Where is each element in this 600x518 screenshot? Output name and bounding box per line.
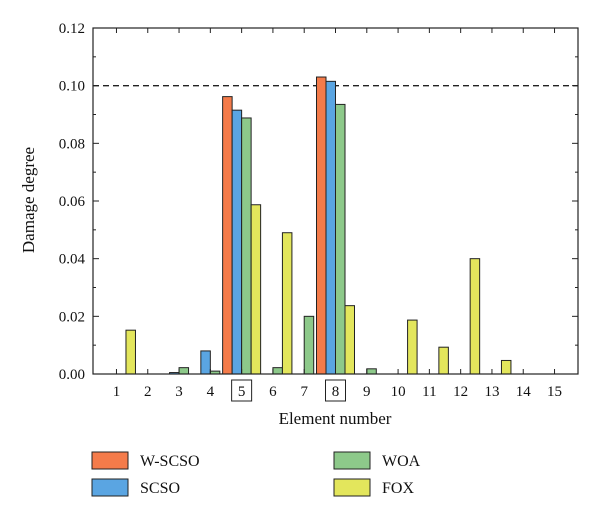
legend-swatch-fox: [333, 478, 371, 497]
x-tick-highlight-box-5: [231, 379, 253, 402]
bar-woa-element-6: [272, 367, 283, 375]
x-tick-highlight-box-8: [325, 379, 346, 402]
x-tick-label-3: 3: [175, 384, 183, 400]
axes: 0.000.020.040.060.080.100.121 2 3 4 5 6 7 8 9 10 1…: [59, 21, 579, 402]
legend-label-woa: WOA: [382, 453, 421, 470]
legend: W-SCSO SCSO WOA FOX: [91, 451, 421, 497]
legend-label-scso: SCSO: [140, 480, 180, 497]
bar-scso-element-5: [231, 109, 243, 375]
bar-fox-element-1: [125, 329, 136, 375]
x-tick-label-15: 15: [547, 384, 562, 400]
y-tick-label-0.12: 0.12: [59, 21, 85, 37]
x-tick-label-4: 4: [207, 384, 215, 400]
bar-w-scso-element-8: [316, 76, 327, 375]
bar-woa-element-7: [303, 315, 315, 375]
bar-woa-element-9: [366, 368, 377, 375]
x-axis-label: Element number: [279, 409, 392, 428]
bar-woa-element-8: [335, 103, 346, 375]
bar-fox-element-5: [250, 204, 262, 375]
y-tick-label-0.06: 0.06: [59, 194, 86, 210]
x-tick-label-14: 14: [516, 384, 532, 400]
bar-scso-element-4: [200, 350, 211, 375]
y-tick-label-0.00: 0.00: [59, 367, 85, 383]
x-tick-label-10: 10: [391, 384, 406, 400]
bar-fox-element-6: [281, 232, 293, 375]
x-tick-label-1: 1: [113, 384, 121, 400]
x-tick-label-11: 11: [422, 384, 436, 400]
x-tick-label-13: 13: [484, 384, 499, 400]
y-axis-label: Damage degree: [19, 147, 38, 253]
legend-swatch-scso: [91, 478, 129, 497]
bar-fox-element-8: [344, 305, 355, 375]
legend-swatch-woa: [333, 451, 371, 470]
y-tick-label-0.08: 0.08: [59, 136, 85, 152]
legend-swatch-w-scso: [91, 451, 129, 470]
bar-fox-element-11: [438, 346, 449, 375]
bar-woa-element-5: [241, 117, 252, 375]
y-tick-label-0.02: 0.02: [59, 309, 85, 325]
x-tick-label-9: 9: [363, 384, 371, 400]
bar-fox-element-12: [469, 258, 481, 375]
bar-scso-element-8: [325, 80, 336, 375]
x-tick-label-5: 5: [238, 384, 246, 400]
legend-label-fox: FOX: [382, 480, 414, 497]
bar-fox-element-10: [407, 319, 418, 375]
y-tick-label-0.10: 0.10: [59, 79, 85, 95]
bar-w-scso-element-5: [222, 96, 233, 375]
bars: [125, 76, 512, 375]
x-tick-label-8: 8: [332, 384, 340, 400]
x-tick-label-2: 2: [144, 384, 152, 400]
legend-label-w-scso: W-SCSO: [140, 453, 200, 470]
bar-fox-element-13: [500, 359, 512, 375]
x-tick-label-6: 6: [269, 384, 277, 400]
bar-woa-element-3: [178, 367, 190, 375]
y-tick-label-0.04: 0.04: [59, 252, 86, 268]
x-tick-label-7: 7: [300, 384, 308, 400]
x-tick-label-12: 12: [453, 384, 468, 400]
